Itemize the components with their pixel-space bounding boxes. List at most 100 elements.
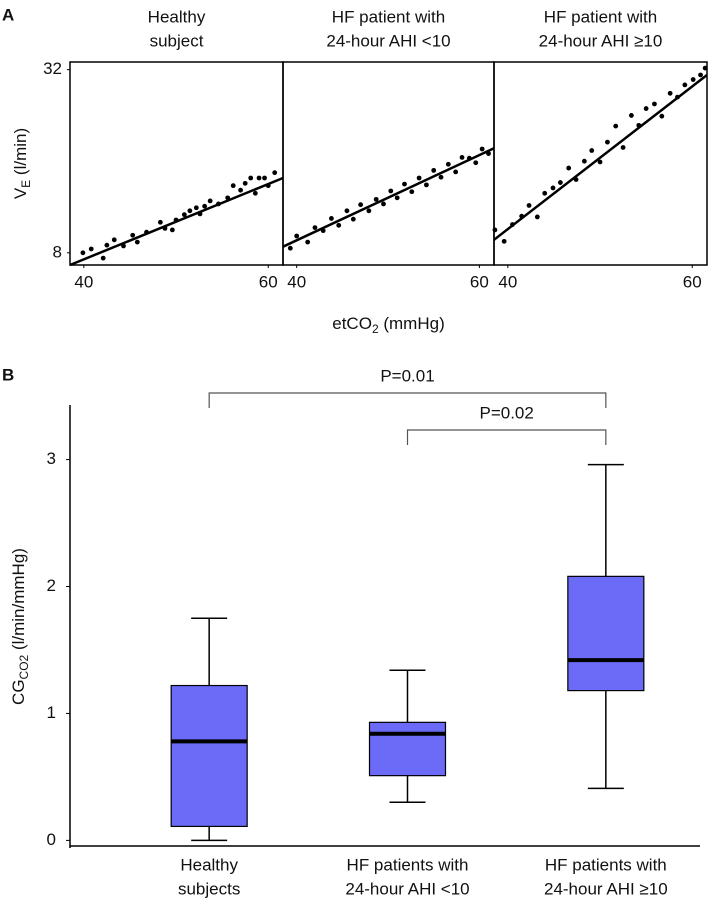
point — [409, 189, 415, 195]
point — [320, 228, 326, 234]
y-tick-label: 32 — [43, 59, 62, 78]
point — [557, 180, 563, 185]
point — [193, 205, 199, 211]
x-tick-label: 40 — [287, 272, 306, 291]
panel-title: subject — [150, 31, 204, 50]
point — [667, 90, 673, 96]
fit-line — [493, 73, 708, 241]
point — [581, 158, 587, 164]
y-axis-label-sub: E — [19, 180, 33, 188]
point — [394, 195, 400, 201]
point — [682, 82, 688, 88]
point — [466, 155, 472, 161]
p-value: P=0.02 — [479, 403, 533, 422]
significance-bracket — [406, 429, 607, 445]
point — [479, 146, 485, 152]
point — [492, 227, 498, 233]
point — [416, 175, 422, 181]
point — [589, 148, 595, 153]
point — [207, 198, 213, 204]
y-axis-label-main: CG — [9, 679, 28, 705]
point — [169, 227, 175, 233]
point — [238, 187, 243, 193]
point — [659, 113, 665, 119]
point — [187, 208, 193, 214]
y-axis-label-rest: (l/min) — [11, 128, 30, 180]
box — [567, 575, 645, 692]
point — [526, 203, 532, 208]
point — [162, 225, 168, 231]
point — [88, 246, 94, 252]
x-tick-label: 24-hour AHI <10 — [345, 879, 469, 898]
point — [104, 242, 110, 248]
plot-frame — [493, 61, 708, 266]
point — [312, 225, 318, 231]
point — [613, 123, 619, 129]
x-tick-label: 60 — [259, 272, 278, 291]
point — [597, 159, 603, 165]
point — [445, 161, 451, 167]
point — [121, 243, 126, 249]
point — [197, 211, 203, 217]
point — [534, 214, 540, 220]
panel-letter: B — [2, 365, 14, 384]
point — [424, 182, 429, 188]
point — [519, 213, 525, 219]
point — [272, 170, 278, 176]
point — [652, 101, 657, 107]
x-tick-label: Healthy — [180, 855, 238, 874]
x-tick-label: 60 — [470, 272, 489, 291]
box — [368, 721, 447, 777]
point — [80, 250, 86, 256]
point — [698, 72, 703, 78]
point — [262, 175, 267, 181]
point — [202, 203, 208, 209]
x-tick-label: subjects — [178, 879, 240, 898]
point — [501, 238, 507, 244]
point — [144, 229, 149, 235]
point — [252, 190, 258, 196]
point — [173, 217, 179, 223]
x-tick-label: 40 — [498, 272, 517, 291]
point — [431, 167, 437, 173]
point — [486, 151, 491, 156]
point — [265, 183, 271, 189]
y-tick-label: 0 — [47, 830, 56, 849]
point — [111, 237, 117, 243]
y-tick-label: 8 — [53, 242, 62, 261]
point — [350, 216, 356, 222]
y-axis-label-sub: CO2 — [17, 654, 31, 679]
point — [510, 222, 515, 227]
point — [702, 65, 708, 71]
y-axis-label-rest: (l/min/mmHg) — [9, 548, 28, 655]
y-axis-label: VE (l/min) — [11, 128, 33, 199]
point — [573, 177, 579, 182]
point — [388, 188, 394, 194]
point — [628, 113, 634, 118]
x-tick-label: HF patients with — [347, 855, 469, 874]
x-tick-label: 60 — [683, 272, 702, 291]
x-axis-label-rest: (mmHg) — [379, 314, 445, 333]
point — [305, 239, 311, 245]
x-tick-label: 24-hour AHI ≥10 — [544, 879, 668, 898]
point — [134, 239, 140, 245]
point — [100, 255, 106, 261]
point — [130, 232, 136, 238]
x-tick-label: HF patients with — [545, 855, 667, 874]
y-tick-label: 1 — [47, 703, 56, 722]
point — [473, 160, 479, 166]
panel-title: HF patient with — [544, 7, 657, 26]
panel-title: Healthy — [148, 7, 206, 26]
point — [438, 174, 444, 180]
point — [248, 175, 254, 181]
x-tick-label: 40 — [74, 272, 93, 291]
point — [453, 169, 459, 175]
point — [294, 233, 300, 239]
point — [643, 106, 649, 111]
point — [550, 185, 556, 191]
panel-title: HF patient with — [332, 7, 445, 26]
point — [542, 190, 548, 196]
point — [329, 216, 334, 221]
point — [381, 201, 386, 207]
